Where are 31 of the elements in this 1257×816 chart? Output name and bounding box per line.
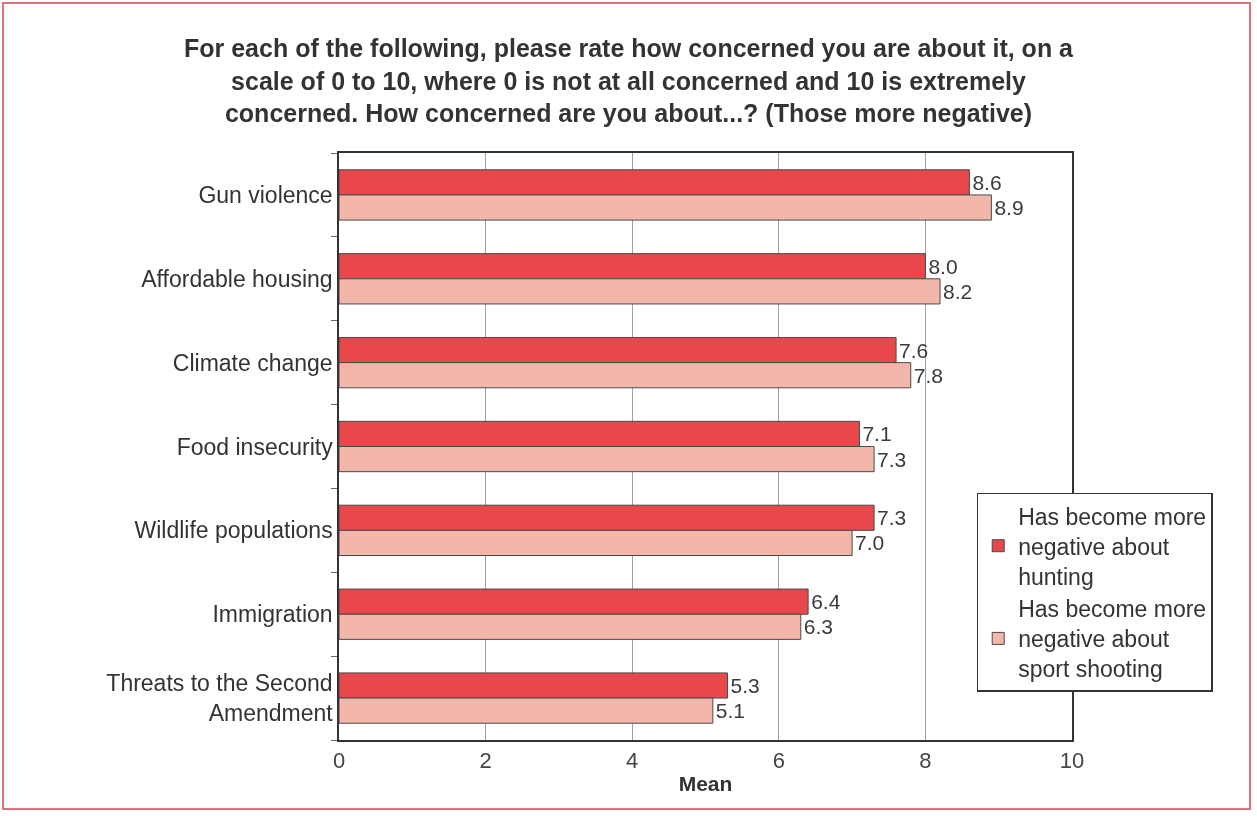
y-tick-label: Gun violence xyxy=(198,181,333,208)
x-tick-label: 2 xyxy=(479,748,492,774)
data-label: 8.2 xyxy=(943,279,973,303)
data-label: 8.0 xyxy=(928,254,958,278)
data-label: 5.3 xyxy=(730,673,760,697)
x-tick-label: 10 xyxy=(1059,748,1085,774)
y-tick-label: Wildlife populations xyxy=(134,517,333,544)
y-tick-label: Immigration xyxy=(212,601,333,628)
data-label: 8.6 xyxy=(972,170,1002,194)
data-label: 6.4 xyxy=(811,590,841,614)
x-tick-label: 6 xyxy=(772,748,785,774)
data-label: 5.1 xyxy=(715,699,746,723)
y-tick-label: Climate change xyxy=(172,349,333,376)
data-label: 7.6 xyxy=(899,338,929,362)
x-tick-label: 8 xyxy=(919,748,932,774)
data-label: 7.1 xyxy=(862,422,892,446)
y-tick-label: Affordable housing xyxy=(141,265,333,292)
x-tick-label: 4 xyxy=(626,748,639,774)
data-label: 7.3 xyxy=(877,447,907,471)
data-label: 7.3 xyxy=(877,506,907,530)
legend-label: Has become more negative about sport shooting xyxy=(1018,596,1207,683)
data-label: 8.9 xyxy=(994,196,1024,220)
y-tick-label: Threats to the Second Amendment xyxy=(106,670,334,727)
data-label: 7.0 xyxy=(855,531,885,555)
data-label: 7.8 xyxy=(913,363,943,387)
data-label: 6.3 xyxy=(803,615,833,639)
legend-label: Has become more negative about hunting xyxy=(1018,503,1207,590)
chart-title: For each of the following, please rate how concerned you are about it, on a scale of 0 to 10, where 0 is not at all concerned and 10 is extremely concerned. How concerned are you about...? (Those more negative) xyxy=(183,34,1075,128)
x-axis-title: Mean xyxy=(678,771,733,795)
x-tick-label: 0 xyxy=(332,748,346,774)
y-tick-label: Food insecurity xyxy=(176,433,334,460)
